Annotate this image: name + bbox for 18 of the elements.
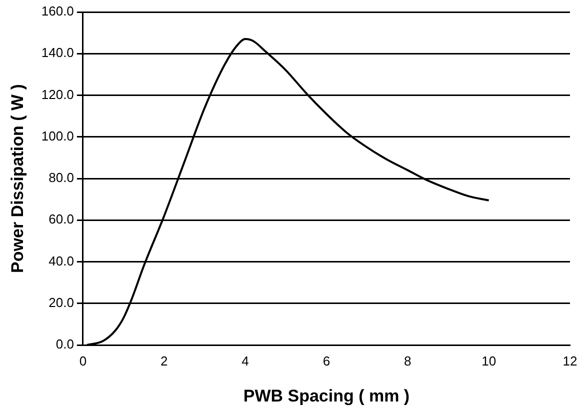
x-tick-label: 0 (79, 353, 87, 368)
y-tick-label: 20.0 (48, 294, 74, 310)
x-tick-label: 8 (404, 353, 412, 368)
x-tick-label: 4 (242, 353, 249, 368)
x-tick-label: 2 (160, 353, 168, 368)
y-tick-label: 0.0 (56, 336, 74, 352)
x-tick-label: 6 (322, 353, 330, 368)
y-tick-label: 160.0 (41, 4, 74, 19)
x-axis-title: PWB Spacing ( mm ) (243, 386, 410, 406)
y-tick-label: 40.0 (48, 253, 74, 268)
x-tick-label: 12 (562, 353, 578, 368)
y-tick-label: 120.0 (41, 86, 74, 102)
y-tick-label: 140.0 (41, 45, 74, 60)
y-tick-label: 100.0 (41, 128, 74, 144)
y-axis-title: Power Dissipation ( W ) (8, 84, 27, 273)
y-tick-label: 80.0 (48, 170, 74, 186)
y-tick-label: 60.0 (48, 212, 74, 227)
x-tick-label: 10 (482, 353, 496, 368)
